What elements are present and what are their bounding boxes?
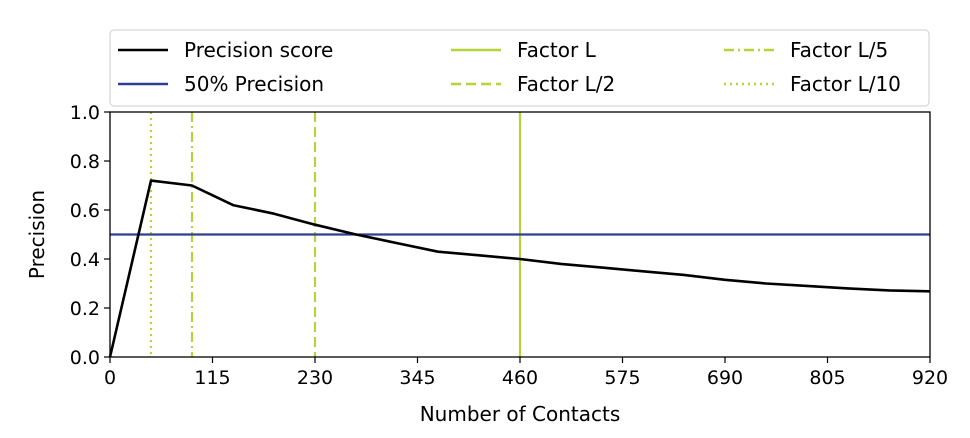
legend-label-50pct-precision: 50% Precision	[184, 72, 324, 96]
series-precision-score	[108, 179, 931, 358]
y-tick-label: 0.8	[70, 151, 100, 173]
x-tick-label: 230	[297, 367, 333, 389]
legend-label-factor-l-5: Factor L/5	[790, 38, 888, 62]
x-tick-label: 460	[502, 367, 538, 389]
x-axis: 0 115 230 345 460 575 690 805 920	[104, 357, 948, 389]
reference-lines	[110, 112, 930, 357]
legend-label-factor-l: Factor L	[517, 38, 597, 62]
y-axis-title: Precision	[25, 190, 49, 279]
x-tick-label: 575	[604, 367, 640, 389]
y-tick-label: 0.2	[70, 298, 100, 320]
x-tick-label: 690	[707, 367, 743, 389]
legend: Precision score Factor L Factor L/5 50% Pre…	[109, 29, 930, 107]
legend-label-precision-score: Precision score	[184, 38, 333, 62]
legend-label-factor-l-10: Factor L/10	[790, 72, 901, 96]
y-tick-label: 0.4	[70, 249, 100, 271]
y-tick-label: 0.0	[70, 347, 100, 369]
y-tick-label: 0.6	[70, 200, 100, 222]
x-tick-label: 920	[912, 367, 948, 389]
x-tick-label: 115	[194, 367, 230, 389]
legend-label-factor-l-2: Factor L/2	[517, 72, 615, 96]
x-tick-label: 805	[809, 367, 845, 389]
x-tick-label: 345	[399, 367, 435, 389]
x-tick-label: 0	[104, 367, 116, 389]
x-axis-title: Number of Contacts	[420, 402, 621, 426]
series-lines	[108, 179, 931, 358]
y-tick-label: 1.0	[70, 102, 100, 124]
y-axis: 0.0 0.2 0.4 0.6 0.8 1.0	[70, 102, 110, 369]
